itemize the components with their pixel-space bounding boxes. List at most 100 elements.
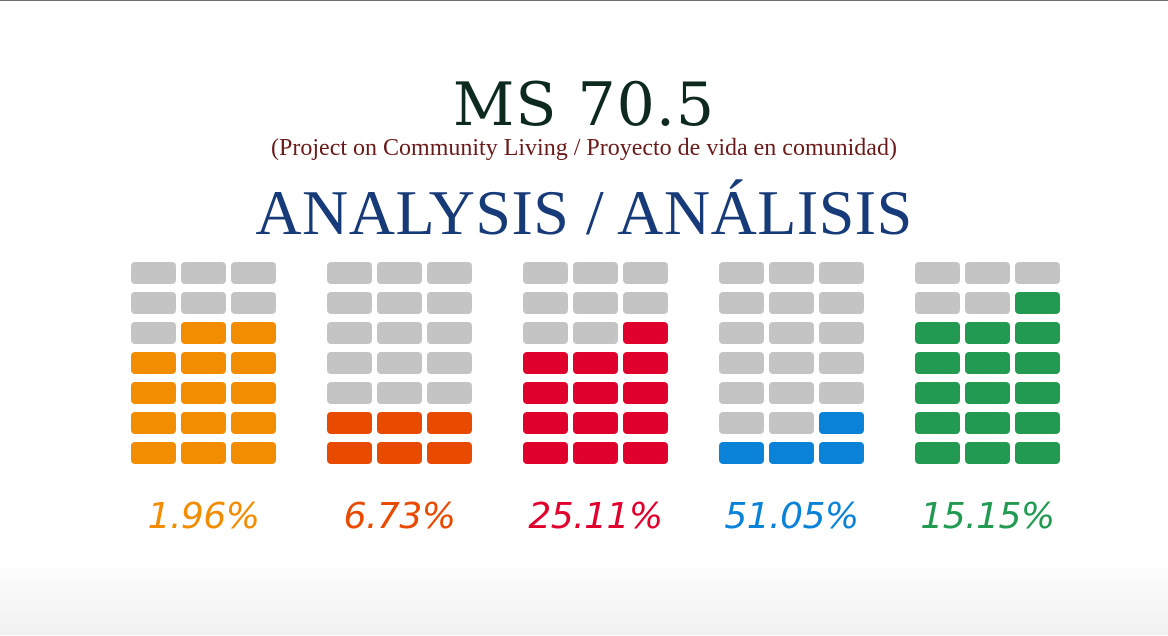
waffle-cell-empty [131, 262, 176, 284]
waffle-cell-empty [819, 292, 864, 314]
waffle-cell-filled [181, 412, 226, 434]
waffle-cell-empty [1015, 262, 1060, 284]
waffle-cell-filled [231, 412, 276, 434]
waffle-cell-empty [231, 292, 276, 314]
percentage-label-2: 6.73% [343, 496, 456, 537]
waffle-cell-empty [819, 262, 864, 284]
waffle-cell-filled [523, 412, 568, 434]
waffle-cell-filled [915, 412, 960, 434]
waffle-cell-empty [181, 262, 226, 284]
waffle-cell-filled [573, 382, 618, 404]
waffle-cell-filled [573, 442, 618, 464]
waffle-cell-empty [523, 322, 568, 344]
waffle-cell-empty [377, 322, 422, 344]
waffle-cell-filled [131, 382, 176, 404]
percentage-label-5: 15.15% [920, 496, 1055, 537]
waffle-group-3 [523, 262, 668, 464]
waffle-cell-empty [769, 322, 814, 344]
waffle-cell-empty [769, 262, 814, 284]
waffle-cell-empty [327, 292, 372, 314]
waffle-cell-filled [1015, 352, 1060, 374]
waffle-cell-filled [1015, 442, 1060, 464]
waffle-cell-empty [427, 262, 472, 284]
waffle-cell-filled [915, 382, 960, 404]
waffle-cell-filled [719, 442, 764, 464]
waffle-cell-empty [231, 262, 276, 284]
waffle-cell-filled [915, 352, 960, 374]
waffle-cell-empty [819, 352, 864, 374]
waffle-cell-empty [623, 292, 668, 314]
waffle-cell-empty [719, 382, 764, 404]
waffle-cell-empty [427, 352, 472, 374]
waffle-cell-empty [819, 322, 864, 344]
waffle-cell-filled [819, 442, 864, 464]
waffle-cell-filled [231, 382, 276, 404]
waffle-cell-filled [327, 442, 372, 464]
waffle-cell-filled [523, 382, 568, 404]
waffle-cell-filled [965, 442, 1010, 464]
waffle-cell-empty [719, 352, 764, 374]
waffle-cell-empty [769, 352, 814, 374]
waffle-cell-filled [1015, 322, 1060, 344]
waffle-group-4 [719, 262, 864, 464]
waffle-cell-empty [769, 382, 814, 404]
waffle-cell-filled [1015, 382, 1060, 404]
waffle-cell-filled [1015, 292, 1060, 314]
waffle-cell-empty [181, 292, 226, 314]
waffle-cell-filled [965, 412, 1010, 434]
waffle-cell-filled [965, 382, 1010, 404]
waffle-cell-empty [915, 262, 960, 284]
waffle-cell-filled [623, 442, 668, 464]
waffle-cell-empty [377, 352, 422, 374]
waffle-cell-empty [965, 292, 1010, 314]
waffle-cell-filled [377, 442, 422, 464]
waffle-cell-filled [623, 352, 668, 374]
waffle-cell-empty [573, 292, 618, 314]
waffle-cell-filled [573, 352, 618, 374]
waffle-cell-empty [377, 262, 422, 284]
waffle-cell-empty [327, 352, 372, 374]
waffle-cell-filled [1015, 412, 1060, 434]
waffle-cell-empty [719, 412, 764, 434]
waffle-cell-filled [769, 442, 814, 464]
waffle-cell-filled [131, 442, 176, 464]
analysis-heading: ANALYSIS / ANÁLISIS [255, 177, 913, 248]
waffle-cell-filled [623, 322, 668, 344]
waffle-cell-filled [523, 442, 568, 464]
waffle-cell-filled [231, 352, 276, 374]
waffle-cell-empty [327, 382, 372, 404]
waffle-cell-empty [427, 382, 472, 404]
waffle-cell-filled [181, 382, 226, 404]
waffle-group-2 [327, 262, 472, 464]
waffle-cell-empty [131, 322, 176, 344]
percentage-label-1: 1.96% [147, 496, 260, 537]
waffle-group-5 [915, 262, 1060, 464]
page-title: MS 70.5 [452, 70, 716, 140]
waffle-cell-empty [573, 322, 618, 344]
waffle-cell-filled [573, 412, 618, 434]
waffle-cell-filled [131, 412, 176, 434]
waffle-cell-empty [377, 292, 422, 314]
waffle-cell-empty [427, 322, 472, 344]
waffle-cell-filled [181, 442, 226, 464]
waffle-cell-empty [965, 262, 1010, 284]
waffle-cell-empty [719, 292, 764, 314]
waffle-cell-filled [623, 382, 668, 404]
waffle-cell-empty [327, 262, 372, 284]
waffle-cell-empty [523, 292, 568, 314]
waffle-cell-filled [131, 352, 176, 374]
waffle-cell-filled [181, 352, 226, 374]
waffle-cell-filled [915, 322, 960, 344]
waffle-cell-filled [965, 352, 1010, 374]
percentage-label-3: 25.11% [528, 496, 663, 537]
waffle-cell-empty [327, 322, 372, 344]
percentage-label-4: 51.05% [724, 496, 859, 537]
waffle-cell-empty [427, 292, 472, 314]
waffle-cell-filled [231, 442, 276, 464]
waffle-cell-filled [231, 322, 276, 344]
waffle-cell-empty [623, 262, 668, 284]
waffle-cell-filled [377, 412, 422, 434]
waffle-cell-filled [427, 442, 472, 464]
waffle-cell-filled [181, 322, 226, 344]
